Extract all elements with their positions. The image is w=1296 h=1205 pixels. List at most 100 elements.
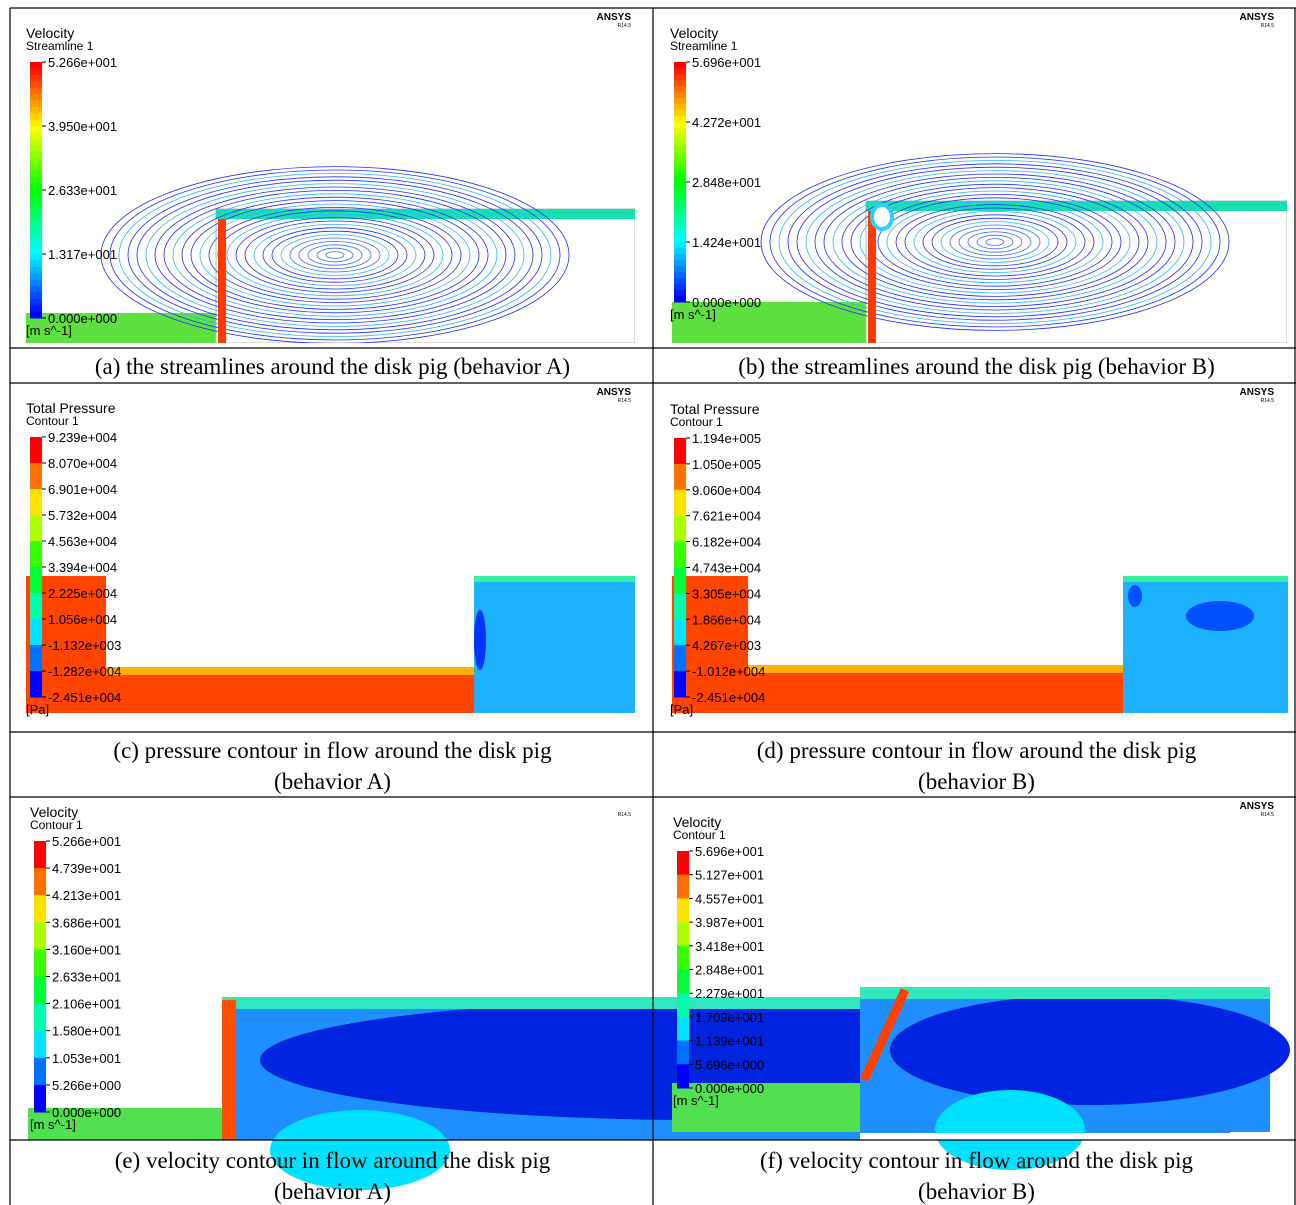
legend-label: 1.424e+001	[692, 235, 761, 250]
legend-band	[674, 146, 686, 153]
legend-unit: [m s^-1]	[30, 1117, 76, 1132]
p-jet	[474, 610, 486, 670]
legend-label: 5.266e+001	[48, 55, 117, 70]
legend-band	[674, 68, 686, 75]
legend-label: 5.732e+004	[48, 508, 117, 523]
p-vortex	[1186, 601, 1254, 631]
legend-band	[674, 158, 686, 165]
legend-label: 4.267e+003	[692, 638, 761, 653]
legend-label: -2.451e+004	[692, 690, 765, 705]
legend-band	[30, 190, 42, 197]
p-channel-top	[105, 667, 475, 675]
legend-band	[34, 1058, 46, 1086]
legend-label: 1.709e+001	[695, 1010, 764, 1025]
legend-band	[30, 515, 42, 542]
legend-band	[30, 126, 42, 133]
legend-band	[30, 254, 42, 261]
legend-band	[34, 1085, 46, 1113]
legend-band	[677, 993, 689, 1017]
legend-band	[30, 120, 42, 127]
legend-band	[34, 868, 46, 896]
legend-band	[674, 490, 686, 516]
legend-band	[30, 184, 42, 191]
caption: (behavior B)	[918, 769, 1035, 794]
p-box-top	[474, 576, 635, 582]
caption: (behavior B)	[918, 1179, 1035, 1204]
legend-band	[674, 266, 686, 273]
p-box	[474, 576, 635, 713]
legend-label: 5.266e+000	[52, 1078, 121, 1093]
legend-label: 4.739e+001	[52, 861, 121, 876]
legend-band	[674, 236, 686, 243]
legend-band	[30, 139, 42, 146]
legend-label: 1.194e+005	[692, 431, 761, 446]
legend-band	[674, 134, 686, 141]
legend-band	[677, 851, 689, 875]
legend-band	[674, 80, 686, 87]
legend-subtitle: Contour 1	[673, 828, 726, 842]
legend-subtitle: Contour 1	[670, 415, 723, 429]
legend-band	[674, 593, 686, 619]
legend-band	[674, 254, 686, 261]
legend-band	[34, 922, 46, 950]
legend-label: 1.050e+005	[692, 457, 761, 472]
legend-label: 2.225e+004	[48, 586, 117, 601]
legend-band	[30, 241, 42, 248]
legend-label: -1.132e+003	[48, 638, 121, 653]
legend-band	[30, 286, 42, 293]
legend-band	[30, 299, 42, 306]
legend-label: 5.696e+000	[695, 1057, 764, 1072]
legend-band	[30, 94, 42, 101]
legend-label: 6.182e+004	[692, 535, 761, 550]
legend-band	[30, 312, 42, 319]
legend-band	[674, 194, 686, 201]
legend-label: 4.213e+001	[52, 888, 121, 903]
legend-label: 1.317e+001	[48, 247, 117, 262]
ansys-logo: ANSYS	[1240, 12, 1275, 23]
legend-band	[34, 1004, 46, 1032]
legend-band	[674, 568, 686, 594]
legend-band	[674, 104, 686, 111]
legend-band	[674, 260, 686, 267]
legend-band	[30, 619, 42, 646]
legend-band	[674, 86, 686, 93]
legend-band	[30, 489, 42, 516]
legend-label: 3.686e+001	[52, 915, 121, 930]
legend-unit: [m s^-1]	[26, 323, 72, 338]
legend-band	[30, 267, 42, 274]
legend-band	[674, 224, 686, 231]
legend-band	[674, 272, 686, 279]
legend-band	[674, 188, 686, 195]
flow-box	[216, 209, 635, 343]
legend-label: 3.305e+004	[692, 586, 761, 601]
legend-band	[674, 176, 686, 183]
legend-band	[30, 203, 42, 210]
legend-band	[30, 107, 42, 114]
legend-band	[30, 280, 42, 287]
legend-band	[677, 898, 689, 922]
v-top	[860, 987, 1270, 999]
legend-band	[30, 68, 42, 75]
legend-unit: [m s^-1]	[670, 307, 716, 322]
caption: (behavior A)	[274, 1179, 391, 1204]
legend-band	[674, 62, 686, 69]
legend-label: 1.580e+001	[52, 1024, 121, 1039]
legend-label: 2.848e+001	[692, 175, 761, 190]
legend-label: 1.053e+001	[52, 1051, 121, 1066]
legend-band	[30, 100, 42, 107]
legend-band	[674, 248, 686, 255]
legend-subtitle: Streamline 1	[670, 39, 738, 53]
legend-label: 4.563e+004	[48, 534, 117, 549]
legend-band	[30, 132, 42, 139]
legend-label: 5.696e+001	[695, 844, 764, 859]
legend-label: 5.127e+001	[695, 868, 764, 883]
legend-band	[30, 645, 42, 672]
legend-unit: [m s^-1]	[673, 1093, 719, 1108]
legend-label: -1.012e+004	[692, 664, 765, 679]
legend-band	[30, 437, 42, 464]
legend-band	[30, 541, 42, 568]
legend-label: -1.282e+004	[48, 664, 121, 679]
legend-subtitle: Streamline 1	[26, 39, 94, 53]
legend-band	[674, 122, 686, 129]
legend-band	[30, 671, 42, 698]
